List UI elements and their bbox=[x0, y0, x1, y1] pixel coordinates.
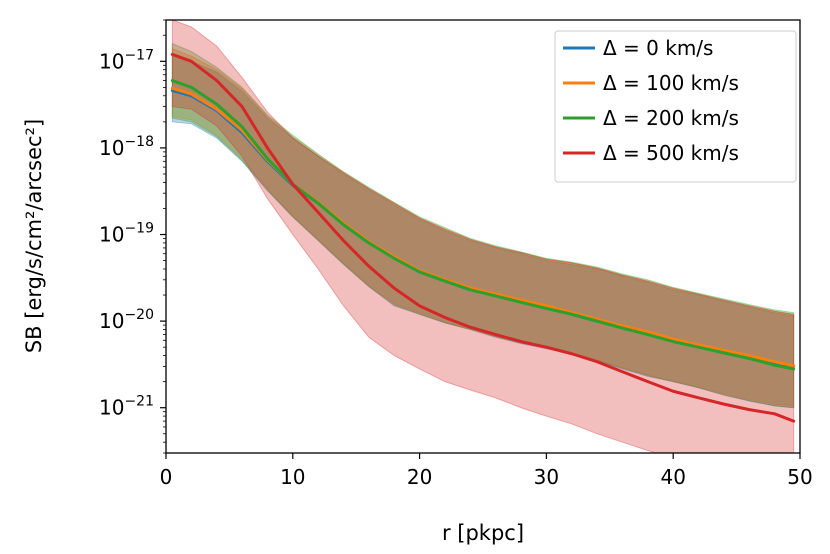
plot-frame bbox=[165, 19, 801, 454]
x-tick-label: 10 bbox=[280, 465, 305, 489]
series-lines bbox=[170, 52, 796, 423]
line-series-3 bbox=[170, 52, 796, 423]
x-tick-label: 0 bbox=[160, 465, 173, 489]
y-axis-ticks: 10−17 10−18 10−19 10−20 10−21 bbox=[99, 19, 166, 454]
legend-label-2: Δ = 200 km/s bbox=[603, 106, 739, 130]
x-tick-label: 40 bbox=[660, 465, 685, 489]
y-tick-label: 10−20 bbox=[99, 307, 154, 333]
line-series-2 bbox=[170, 79, 796, 371]
y-tick-label: 10−21 bbox=[99, 394, 154, 420]
legend: Δ = 0 km/s Δ = 100 km/s Δ = 200 km/s Δ = 50… bbox=[554, 30, 797, 183]
legend-box bbox=[554, 30, 797, 183]
legend-label-3: Δ = 500 km/s bbox=[603, 141, 739, 165]
uncertainty-bands bbox=[171, 20, 795, 453]
band-series-3 bbox=[171, 20, 795, 453]
x-tick-label: 50 bbox=[787, 465, 812, 489]
legend-label-0: Δ = 0 km/s bbox=[603, 36, 713, 60]
y-axis-label: SB [erg/s/cm²/arcsec²] bbox=[22, 119, 46, 353]
x-tick-label: 30 bbox=[534, 465, 559, 489]
x-tick-label: 20 bbox=[407, 465, 432, 489]
band-series-2 bbox=[171, 42, 795, 409]
x-axis-ticks: 0 10 20 30 40 50 bbox=[160, 453, 813, 489]
band-series-0 bbox=[171, 53, 795, 409]
y-tick-label: 10−19 bbox=[99, 221, 154, 247]
y-tick-label: 10−18 bbox=[99, 134, 154, 160]
band-series-1 bbox=[171, 47, 795, 407]
x-axis-label: r [pkpc] bbox=[442, 521, 524, 545]
y-tick-label: 10−17 bbox=[99, 47, 154, 73]
legend-label-1: Δ = 100 km/s bbox=[603, 71, 739, 95]
